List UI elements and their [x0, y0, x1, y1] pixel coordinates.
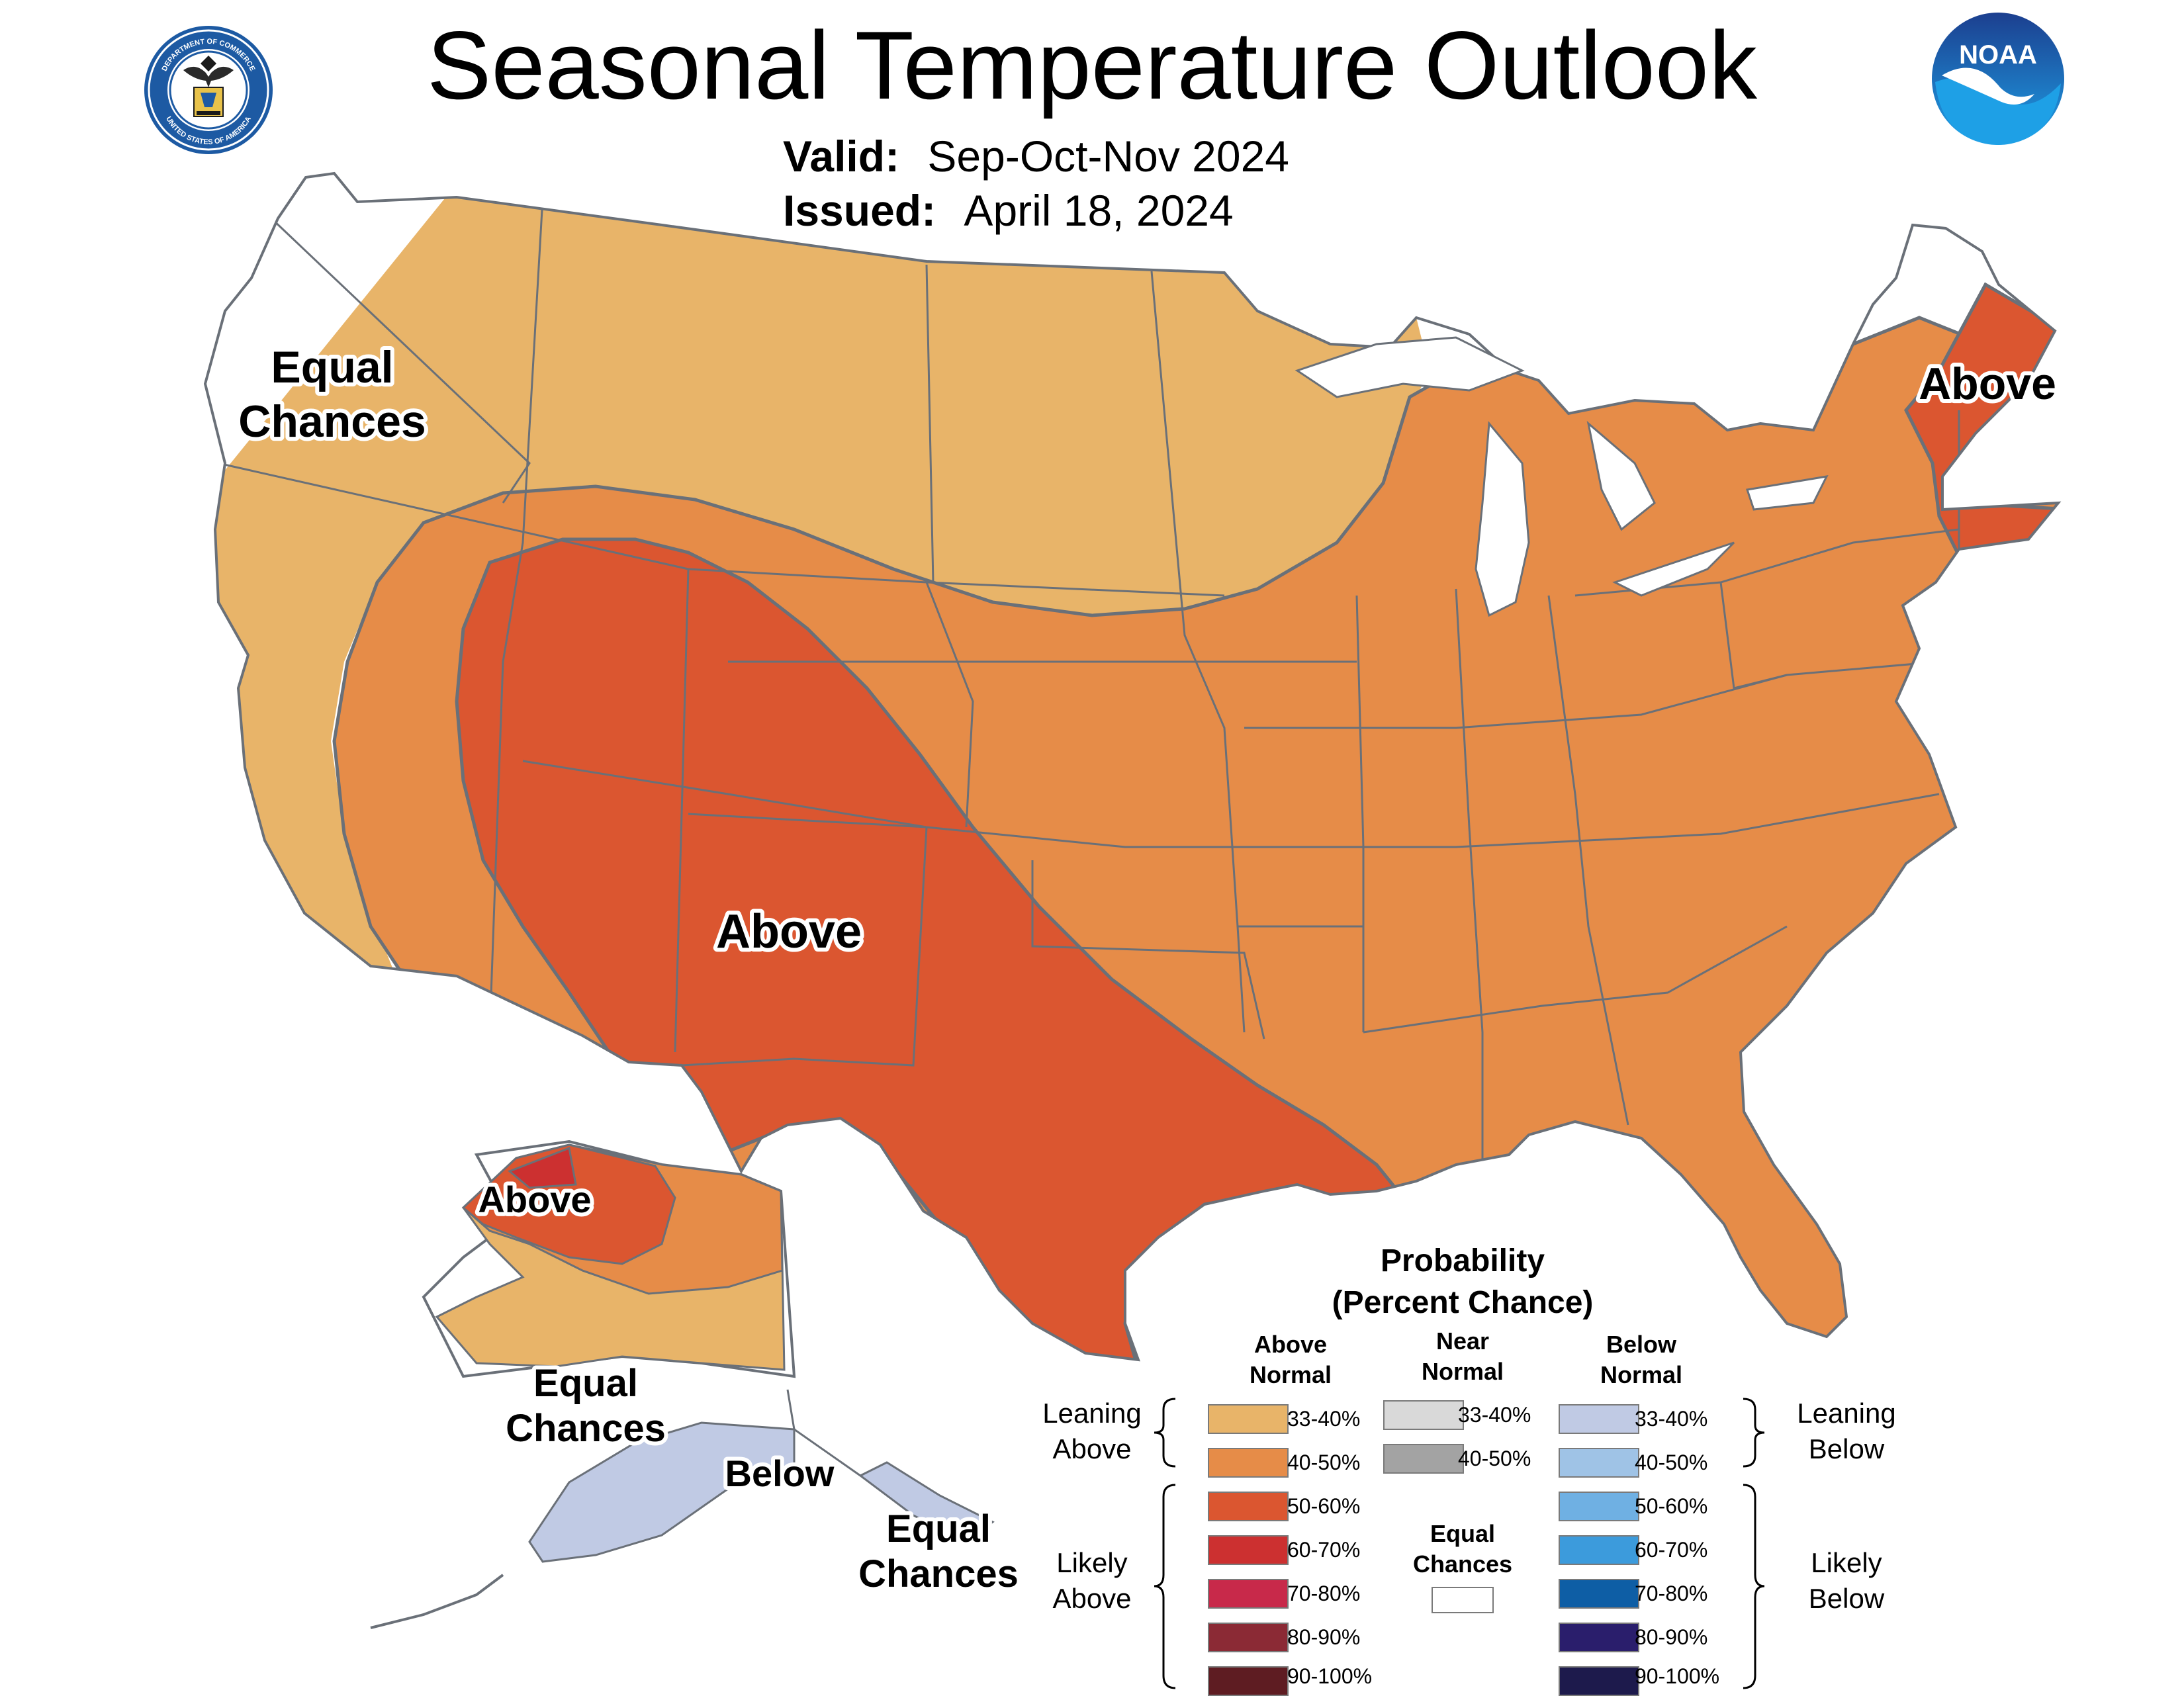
- legend-below-header-line1: Below: [1606, 1331, 1676, 1358]
- leaning-above-brace: [1154, 1398, 1176, 1468]
- west-equal-chances-label-line1: Equal: [271, 342, 393, 392]
- legend-above-swatch-90-100: [1208, 1666, 1289, 1696]
- legend-below-label-50-60: 50-60%: [1635, 1494, 1708, 1518]
- lake-michigan: [1475, 421, 1530, 617]
- issued-label: Issued:: [783, 186, 936, 235]
- legend-below-swatch-70-80: [1559, 1579, 1639, 1609]
- conus-probability-shading: [205, 192, 2058, 1360]
- legend-above-label-40-50: 40-50%: [1287, 1451, 1361, 1474]
- alaska-equal-chances-label-line1: Equal: [533, 1362, 638, 1405]
- great-lakes: [1295, 336, 1829, 617]
- legend-below-header-line2: Normal: [1600, 1361, 1683, 1388]
- lake-ontario: [1746, 475, 1829, 511]
- lake-superior: [1295, 336, 1525, 398]
- alaska-above-label: Above: [478, 1179, 591, 1220]
- valid-value: Sep-Oct-Nov 2024: [927, 132, 1290, 181]
- legend-below-swatch-60-70: [1559, 1535, 1639, 1565]
- legend-below-label-70-80: 70-80%: [1635, 1582, 1708, 1605]
- page-title: Seasonal Temperature Outlook: [426, 11, 1758, 119]
- legend-above-label-33-40: 33-40%: [1287, 1407, 1361, 1431]
- noaa-logo: NOAA: [1932, 13, 2064, 145]
- legend-likely-below-line2: Below: [1808, 1583, 1885, 1614]
- legend-title-line2: (Percent Chance): [1332, 1285, 1594, 1320]
- legend-above-swatch-80-90: [1208, 1623, 1289, 1652]
- lake-erie: [1612, 541, 1735, 597]
- aleutian-islands: [370, 1574, 504, 1629]
- alaska-above-60-70-region: [508, 1146, 577, 1189]
- legend-below-swatch-90-100: [1559, 1666, 1639, 1696]
- likely-below-brace: [1743, 1484, 1765, 1689]
- legend-below-swatch-40-50: [1559, 1448, 1639, 1478]
- legend-near-label-40-50: 40-50%: [1458, 1447, 1531, 1470]
- legend-leaning-above-line1: Leaning: [1042, 1398, 1142, 1429]
- legend-below-label-80-90: 80-90%: [1635, 1625, 1708, 1649]
- conus-outline: [203, 171, 2062, 1362]
- state-boundaries: [218, 198, 1960, 1165]
- legend-equal-chances-swatch: [1432, 1587, 1494, 1613]
- legend-above-swatch-33-40: [1208, 1404, 1289, 1434]
- southeast-alaska-equal-chances-label-line2: Chances: [858, 1552, 1019, 1595]
- legend-below-swatch-33-40: [1559, 1404, 1639, 1434]
- legend-above-label-70-80: 70-80%: [1287, 1582, 1361, 1605]
- legend-above-swatch-40-50: [1208, 1448, 1289, 1478]
- alaska-equal-chances-label-line2: Chances: [506, 1407, 666, 1450]
- legend-above-label-80-90: 80-90%: [1287, 1625, 1361, 1649]
- legend-near-header-line1: Near: [1435, 1327, 1490, 1355]
- legend-equal-chances-line1: Equal: [1430, 1520, 1495, 1547]
- west-equal-chances-label-line2: Chances: [238, 396, 426, 447]
- southeast-alaska-equal-chances-label-line1: Equal: [886, 1507, 991, 1550]
- issued-value: April 18, 2024: [964, 186, 1234, 235]
- legend-above-header-line2: Normal: [1249, 1361, 1332, 1388]
- leaning-below-brace: [1743, 1398, 1765, 1468]
- alaska: [370, 1139, 995, 1629]
- legend-title-line1: Probability: [1380, 1243, 1545, 1278]
- legend-near-swatch-33-40: [1383, 1400, 1464, 1430]
- legend-above-swatch-50-60: [1208, 1492, 1289, 1521]
- alaska-panhandle-border: [786, 1389, 861, 1477]
- likely-above-brace: [1154, 1484, 1176, 1689]
- legend-equal-chances-line2: Chances: [1412, 1550, 1513, 1578]
- legend-above-swatch-60-70: [1208, 1535, 1289, 1565]
- noaa-text: NOAA: [1959, 40, 2037, 69]
- southwest-above-label: Above: [716, 905, 862, 958]
- legend-likely-above-line1: Likely: [1056, 1547, 1128, 1578]
- legend-likely-below-line1: Likely: [1811, 1547, 1882, 1578]
- legend-leaning-below-line2: Below: [1808, 1433, 1885, 1464]
- legend-near-swatch-40-50: [1383, 1444, 1464, 1474]
- legend-above-label-50-60: 50-60%: [1287, 1494, 1361, 1518]
- lake-huron: [1586, 421, 1656, 531]
- legend-likely-above-line2: Above: [1052, 1583, 1132, 1614]
- alaska-below-label: Below: [725, 1452, 835, 1494]
- legend-below-label-90-100: 90-100%: [1635, 1664, 1720, 1688]
- legend-leaning-above-line2: Above: [1052, 1433, 1132, 1464]
- legend-above-label-60-70: 60-70%: [1287, 1538, 1361, 1562]
- legend-above-header-line1: Above: [1253, 1331, 1328, 1358]
- issued-row: Issued: April 18, 2024: [783, 185, 1234, 236]
- legend-near-label-33-40: 33-40%: [1458, 1403, 1531, 1427]
- legend-below-swatch-80-90: [1559, 1623, 1639, 1652]
- valid-label: Valid:: [783, 132, 900, 181]
- alaska-below-33-40-region: [528, 1421, 796, 1563]
- legend-above-label-90-100: 90-100%: [1287, 1664, 1373, 1688]
- valid-row: Valid: Sep-Oct-Nov 2024: [783, 131, 1289, 181]
- legend-below-swatch-50-60: [1559, 1492, 1639, 1521]
- legend-below-label-33-40: 33-40%: [1635, 1407, 1708, 1431]
- legend-above-swatch-70-80: [1208, 1579, 1289, 1609]
- legend-near-header-line2: Normal: [1421, 1358, 1504, 1385]
- alaska-panhandle-below-region: [858, 1461, 995, 1543]
- legend-below-label-60-70: 60-70%: [1635, 1538, 1708, 1562]
- legend-leaning-below-line1: Leaning: [1797, 1398, 1896, 1429]
- legend-below-label-40-50: 40-50%: [1635, 1451, 1708, 1474]
- department-of-commerce-seal: DEPARTMENT OF COMMERCE UNITED STATES OF …: [144, 26, 273, 154]
- northeast-above-label: Above: [1919, 359, 2056, 409]
